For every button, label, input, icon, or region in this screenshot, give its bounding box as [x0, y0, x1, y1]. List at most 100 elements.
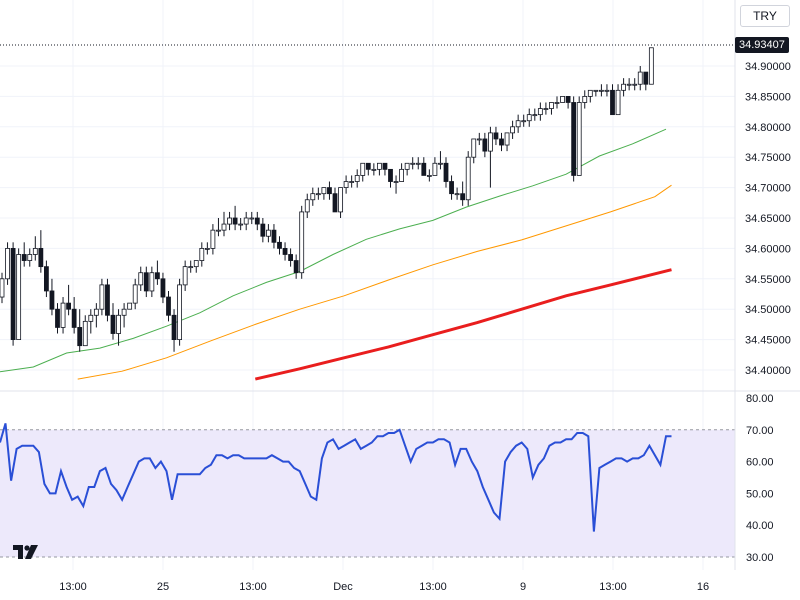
candle-body — [510, 126, 516, 134]
candle-body — [254, 217, 260, 225]
candle-body — [132, 284, 138, 304]
candle-body — [171, 314, 177, 340]
candle-body — [332, 193, 338, 213]
candle-body — [515, 120, 521, 128]
candle-body — [199, 247, 205, 261]
time-tick-label: 9 — [520, 581, 526, 593]
rsi-axis: 30.00 40.00 50.00 60.00 70.00 80.00 — [746, 393, 774, 564]
price-tick-label: 34.60000 — [745, 243, 791, 255]
candle-body — [299, 211, 305, 274]
candle — [282, 242, 288, 261]
ma-short-line — [0, 128, 667, 373]
currency-button[interactable]: TRY — [740, 5, 790, 27]
candle — [166, 290, 171, 322]
candle-body — [182, 266, 188, 286]
candle-body — [593, 89, 599, 92]
candle — [221, 211, 227, 237]
candle — [643, 71, 649, 91]
candle-body — [643, 71, 649, 85]
candle-body — [599, 89, 604, 92]
ma-long-line — [254, 268, 672, 381]
candle — [143, 266, 149, 298]
candle-body — [216, 229, 221, 232]
rsi-tick-label: 40.00 — [746, 520, 774, 532]
candle-body — [238, 223, 244, 226]
candle — [449, 175, 454, 200]
candle-body — [504, 132, 510, 146]
candle-body — [354, 175, 360, 182]
candle — [504, 132, 510, 152]
candle — [354, 169, 360, 188]
candle — [238, 218, 244, 231]
candle-body — [493, 132, 499, 140]
candle — [293, 254, 299, 279]
candle — [82, 315, 88, 347]
candle — [443, 157, 449, 188]
candle-body — [55, 308, 60, 328]
candle — [315, 187, 321, 200]
candle-body — [21, 254, 27, 261]
candle — [249, 211, 255, 225]
candle-body — [204, 247, 210, 250]
candle — [55, 303, 60, 334]
candle-body — [265, 229, 271, 237]
candle — [38, 230, 44, 273]
candle — [10, 242, 16, 346]
candle — [476, 132, 482, 146]
candle-body — [421, 162, 427, 176]
price-tick-label: 34.65000 — [745, 213, 791, 225]
candle — [471, 138, 477, 164]
candle — [243, 211, 249, 231]
candlestick-series — [0, 47, 654, 352]
candle-body — [293, 260, 299, 274]
candle-body — [404, 162, 410, 170]
candle — [93, 303, 99, 328]
candle-body — [110, 314, 116, 334]
candle — [127, 302, 133, 310]
candle-body — [626, 83, 632, 86]
candle-body — [365, 162, 371, 170]
price-tick-label: 34.70000 — [745, 183, 791, 195]
candle-body — [82, 320, 88, 347]
candle — [610, 84, 615, 116]
candle-body — [388, 168, 393, 182]
candle-body — [571, 102, 577, 176]
candle — [332, 187, 338, 213]
candle-body — [460, 193, 466, 201]
candle-body — [71, 308, 77, 328]
candle-body — [27, 254, 33, 261]
candle-body — [560, 96, 565, 103]
candle — [515, 114, 521, 133]
candle — [576, 96, 582, 176]
time-tick-label: 13:00 — [599, 581, 627, 593]
candle-body — [454, 193, 460, 196]
candle-body — [193, 260, 199, 268]
candle-body — [160, 278, 166, 298]
candle — [510, 120, 516, 139]
candle — [71, 297, 77, 334]
candle — [49, 278, 55, 316]
candle-body — [432, 162, 438, 176]
candle — [454, 187, 460, 200]
candle — [371, 163, 377, 176]
candle — [382, 162, 388, 176]
candle — [460, 181, 466, 206]
candle-body — [343, 181, 349, 189]
candle — [154, 260, 160, 285]
candle-body — [277, 241, 282, 249]
candle-body — [321, 187, 327, 195]
candle-body — [5, 247, 10, 280]
candle — [365, 162, 371, 176]
candle — [537, 102, 543, 121]
candle — [415, 157, 421, 170]
candle — [526, 108, 532, 127]
candle — [554, 96, 560, 109]
candle-body — [526, 114, 532, 122]
candle-body — [243, 217, 249, 225]
candle — [105, 278, 110, 322]
candle-body — [637, 71, 643, 85]
candle — [438, 151, 443, 170]
candle-body — [604, 89, 610, 92]
candle — [188, 260, 194, 273]
rsi-line — [0, 423, 672, 532]
